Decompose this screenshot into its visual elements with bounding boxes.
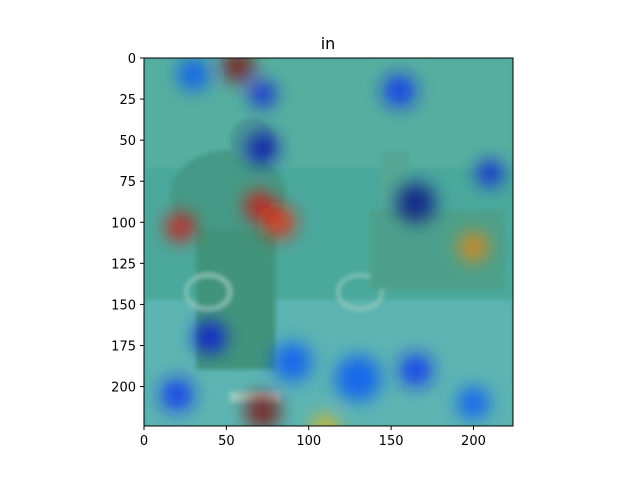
y-tick-label: 150 [111, 298, 136, 313]
y-tick-label: 125 [111, 257, 136, 272]
y-tick-label: 50 [119, 134, 136, 149]
plot-area [144, 58, 513, 426]
x-axis: 0 50 100 150 200 [140, 426, 486, 449]
heatmap-hotspot [312, 414, 339, 426]
y-tick-label: 100 [111, 216, 136, 231]
x-tick-label: 100 [296, 434, 321, 449]
heatmap-coldspot [399, 353, 433, 387]
heatmap-coldspot [176, 58, 210, 91]
heatmap-coldspot [272, 342, 313, 382]
x-tick-label: 50 [218, 434, 235, 449]
heatmap-coldspot [382, 74, 416, 108]
y-tick-label: 0 [128, 52, 136, 67]
heatmap-layer [160, 58, 504, 426]
heatmap-hotspot [458, 232, 489, 262]
heatmap-coldspot [396, 182, 436, 223]
heatmap-coldspot [456, 386, 490, 420]
heatmap-hotspot [165, 212, 196, 243]
x-tick-label: 150 [379, 434, 404, 449]
y-axis: 0 25 50 75 100 125 150 175 200 [111, 52, 144, 396]
x-tick-label: 200 [461, 434, 486, 449]
y-tick-label: 200 [111, 381, 136, 396]
heatmap-coldspot [476, 159, 504, 187]
y-tick-label: 75 [119, 175, 136, 190]
heatmap-hotspot [244, 393, 281, 426]
heatmap-coldspot [246, 131, 280, 165]
heatmap-coldspot [193, 320, 227, 354]
x-tick-label: 0 [140, 434, 148, 449]
chart-title: in [321, 34, 336, 53]
heatmap-coldspot [249, 80, 276, 108]
heatmap-coldspot [160, 378, 194, 412]
y-tick-label: 175 [111, 340, 136, 355]
plot-frame [143, 57, 514, 427]
heatmap-coldspot [335, 355, 382, 402]
y-tick-label: 25 [119, 93, 136, 108]
heatmap-hotspot [221, 58, 255, 83]
heatmap-hotspot [262, 205, 296, 239]
